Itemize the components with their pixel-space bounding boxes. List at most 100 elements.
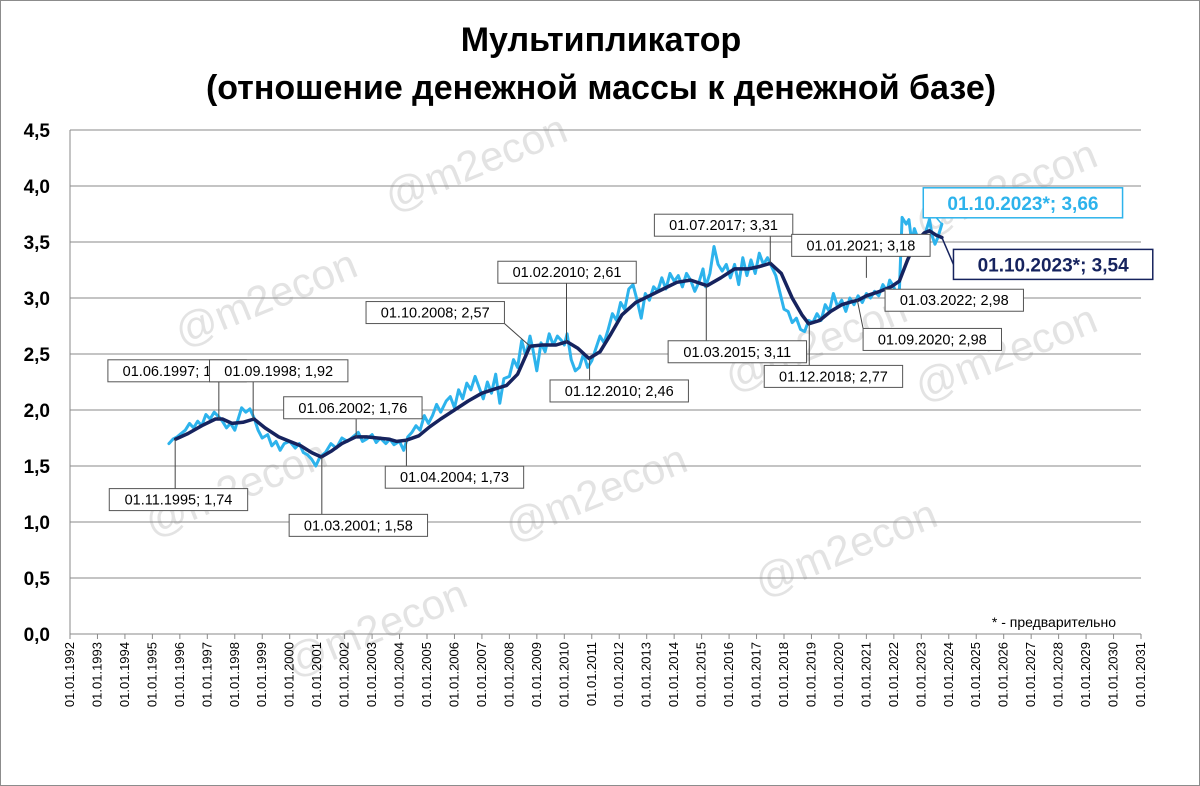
annotation-label: 01.06.1997; 1,92	[123, 364, 232, 380]
annotation-label: 01.03.2001; 1,58	[304, 518, 413, 534]
annotation-box	[791, 233, 931, 257]
annotation-box	[288, 513, 429, 537]
chart-title-line1: Мультипликатор	[461, 21, 742, 59]
annotation-10: 01.07.2017; 3,31	[653, 213, 794, 237]
watermark-1: @m2econ	[378, 105, 574, 221]
y-tick-label: 0,0	[24, 625, 50, 646]
annotation-4: 01.06.2002; 1,76	[283, 396, 423, 420]
y-tick-label: 1,5	[24, 457, 51, 478]
series-layer	[167, 215, 944, 468]
chart-title-line2: (отношение денежной массы к денежной баз…	[206, 69, 996, 107]
x-tick-label: 01.01.2014	[666, 642, 681, 707]
x-tick-label: 01.01.2001	[309, 642, 324, 707]
annotation-box	[497, 260, 637, 284]
y-tick-labels: 0,0 0,5 1,0 1,5 2,0 2,5 3,0 3,5 4,0 4,5	[24, 121, 51, 646]
annotation-label: 01.04.2004; 1,73	[400, 470, 509, 486]
annotation-box	[862, 327, 1002, 351]
series-line-1	[173, 229, 944, 459]
y-tick-label: 4,5	[24, 121, 51, 142]
annotation-3: 01.03.2001; 1,58	[288, 513, 429, 537]
annotation-2: 01.09.1998; 1,92	[209, 359, 349, 383]
annotation-5: 01.04.2004; 1,73	[384, 465, 525, 489]
annotation-label: 01.03.2015; 3,11	[683, 345, 791, 361]
x-tick-label: 01.01.2003	[364, 642, 379, 707]
annotation-leader	[504, 323, 531, 347]
annotation-12: 01.09.2020; 2,98	[862, 327, 1002, 351]
annotation-11: 01.12.2018; 2,77	[763, 364, 904, 388]
x-tick-label: 01.01.1993	[89, 642, 104, 707]
annotation-label: 01.11.1995; 1,74	[125, 493, 233, 509]
x-tick-label: 01.01.2026	[996, 642, 1011, 707]
x-tick-label: 01.01.2012	[611, 642, 626, 707]
annotation-box	[209, 359, 349, 383]
x-tick-label: 01.01.2008	[501, 642, 516, 707]
annotation-label: 01.09.2020; 2,98	[878, 332, 987, 348]
annotation-label: 01.12.2018; 2,77	[779, 369, 888, 385]
x-tick-label: 01.01.2025	[968, 642, 983, 707]
annotation-9: 01.03.2015; 3,11	[667, 340, 808, 364]
x-tick-label: 01.01.2004	[392, 642, 407, 707]
x-tick-label: 01.01.2017	[749, 642, 764, 707]
highlight-label: 01.10.2023*; 3,54	[978, 255, 1130, 276]
annotation-7: 01.02.2010; 2,61	[497, 260, 637, 284]
annotation-labels: 01.11.1995; 1,74 01.06.1997; 1,9201.09.19…	[107, 187, 1154, 537]
annotation-label: 01.09.1998; 1,92	[224, 364, 333, 380]
watermark-4: @m2econ	[748, 490, 944, 606]
annotation-box	[384, 465, 525, 489]
x-tick-label: 01.01.1994	[117, 642, 132, 707]
annotation-8: 01.12.2010; 2,46	[549, 379, 689, 403]
x-tick-label: 01.01.2011	[584, 642, 599, 706]
y-tick-label: 3,0	[24, 289, 50, 310]
annotation-label: 01.02.2010; 2,61	[513, 265, 622, 281]
highlight-callout-0: 01.10.2023*; 3,66	[922, 187, 1124, 219]
annotation-box	[108, 488, 249, 512]
x-tick-label: 01.01.2019	[803, 642, 818, 707]
x-tick-label: 01.01.2016	[721, 642, 736, 707]
x-tick-label: 01.01.2024	[941, 642, 956, 707]
x-tick-label: 01.01.2015	[694, 642, 709, 707]
watermark-2: @m2econ	[498, 435, 694, 551]
highlight-callout-1: 01.10.2023*; 3,54	[952, 248, 1154, 281]
x-tick-label: 01.01.2020	[831, 642, 846, 707]
annotation-0: 01.11.1995; 1,74	[108, 488, 249, 512]
x-tick-label: 01.01.2005	[419, 642, 434, 707]
highlight-leader	[941, 237, 955, 265]
annotation-box	[884, 288, 1024, 312]
x-tick-label: 01.01.2010	[556, 642, 571, 707]
annotation-label: 01.10.2008; 2,57	[381, 306, 490, 322]
x-tick-label: 01.01.2030	[1106, 642, 1121, 707]
annotation-leader	[856, 300, 864, 329]
y-tick-label: 1,0	[24, 513, 50, 534]
x-tick-label: 01.01.2009	[529, 642, 544, 707]
y-tick-label: 0,5	[24, 569, 51, 590]
x-tick-label: 01.01.2000	[282, 642, 297, 707]
annotation-box	[365, 301, 505, 325]
y-tick-label: 4,0	[24, 177, 50, 198]
x-tick-label: 01.01.2027	[1023, 642, 1038, 707]
gridlines	[70, 129, 1141, 635]
x-tick-label: 01.01.1999	[254, 642, 269, 707]
annotation-label: 01.07.2017; 3,31	[669, 218, 778, 234]
annotation-box	[653, 213, 794, 237]
footnote: * - предварительно	[992, 614, 1116, 630]
annotation-box	[549, 379, 689, 403]
annotation-label: 01.06.2002; 1,76	[298, 401, 407, 417]
y-tick-label: 2,5	[24, 345, 51, 366]
watermark-6: @m2econ	[908, 295, 1104, 411]
x-tick-label: 01.01.1996	[172, 642, 187, 707]
highlight-box	[952, 248, 1154, 281]
x-tick-label: 01.01.1998	[227, 642, 242, 707]
x-tick-label: 01.01.2028	[1051, 642, 1066, 707]
annotation-label: 01.03.2022; 2,98	[900, 293, 1009, 309]
highlight-label: 01.10.2023*; 3,66	[947, 194, 1098, 215]
x-tick-label: 01.01.1992	[62, 642, 77, 707]
annotation-14: 01.03.2022; 2,98	[884, 288, 1024, 312]
annotation-box	[283, 396, 423, 420]
x-tick-label: 01.01.2013	[639, 642, 654, 707]
annotation-13: 01.01.2021; 3,18	[791, 233, 931, 257]
annotation-box	[667, 340, 808, 364]
x-tick-label: 01.01.2023	[913, 642, 928, 707]
x-tick-label: 01.01.1997	[199, 642, 214, 707]
